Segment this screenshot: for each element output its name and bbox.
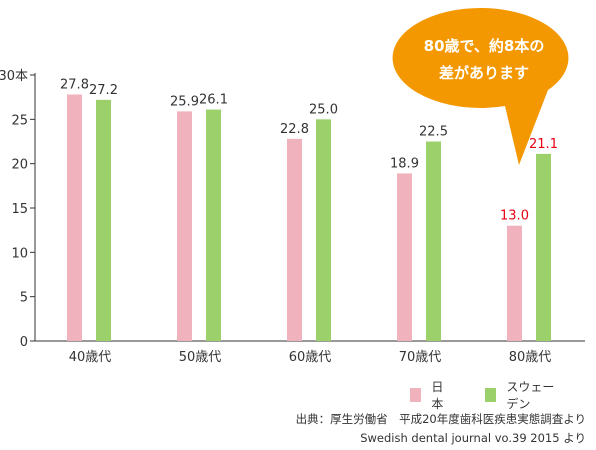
y-tick-label: 5 xyxy=(20,291,28,306)
legend-swatch-sweden xyxy=(484,388,497,402)
callout-line2: 差があります xyxy=(439,64,529,82)
bar-sweden xyxy=(316,119,331,341)
legend: 日本 スウェーデン xyxy=(410,378,596,412)
bar-sweden xyxy=(426,141,441,341)
y-tick-label: 20 xyxy=(11,158,28,173)
x-tick-label: 60歳代 xyxy=(289,350,332,365)
x-tick-label: 80歳代 xyxy=(509,350,552,365)
chart-bars xyxy=(67,94,551,342)
callout-bubble: 80歳で、約8本の 差があります xyxy=(392,7,569,165)
x-tick-label: 40歳代 xyxy=(69,350,112,365)
bar-japan xyxy=(397,173,412,341)
bar-value-label: 25.9 xyxy=(170,94,199,109)
callout-shape xyxy=(392,7,569,165)
source-note: 出典：厚生労働省 平成20年度歯科医疾患実態調査より Swedish denta… xyxy=(296,410,586,448)
chart-value-labels: 27.8 27.2 25.9 26.1 22.825.0 18.9 22.5 13.0 21.1 xyxy=(60,78,558,224)
bar-value-label: 13.0 xyxy=(500,209,529,224)
bar-value-label: 26.1 xyxy=(199,93,228,108)
bar-value-label: 27.2 xyxy=(89,83,118,98)
bar-sweden xyxy=(206,109,221,341)
legend-item-japan: 日本 xyxy=(410,378,449,412)
bar-japan xyxy=(67,94,82,341)
y-tick-label: 0 xyxy=(20,335,28,350)
y-tick-label: 30本 xyxy=(0,69,28,84)
bar-japan xyxy=(287,138,302,341)
bar-value-label: 22.8 xyxy=(280,122,309,137)
bar-sweden xyxy=(96,99,111,342)
y-tick-label: 15 xyxy=(11,202,28,217)
bar-japan xyxy=(177,111,192,341)
chart-axes: 0 5 10 15 20 25 30本 40歳代 50歳代 60歳代 70歳代 80歳代 xyxy=(0,69,585,365)
bar-japan xyxy=(507,225,522,341)
x-tick-label: 70歳代 xyxy=(399,350,442,365)
callout-line1: 80歳で、約8本の xyxy=(424,37,545,55)
legend-item-sweden: スウェーデン xyxy=(484,378,560,412)
y-tick-label: 25 xyxy=(11,113,28,128)
bar-value-label: 21.1 xyxy=(529,137,558,152)
x-tick-label: 50歳代 xyxy=(179,350,222,365)
source-line-2: Swedish dental journal vo.39 2015 より xyxy=(360,431,586,445)
source-line-1: 出典：厚生労働省 平成20年度歯科医疾患実態調査より xyxy=(295,412,586,426)
bar-sweden xyxy=(536,153,551,341)
bar-value-label: 27.8 xyxy=(60,78,89,93)
y-tick-label: 10 xyxy=(11,246,28,261)
legend-label-sweden: スウェーデン xyxy=(506,380,555,411)
bar-value-label: 18.9 xyxy=(390,156,419,171)
legend-swatch-japan xyxy=(410,388,422,402)
bar-value-label: 25.0 xyxy=(309,102,338,117)
legend-label-japan: 日本 xyxy=(431,380,444,411)
bar-value-label: 22.5 xyxy=(419,125,448,140)
